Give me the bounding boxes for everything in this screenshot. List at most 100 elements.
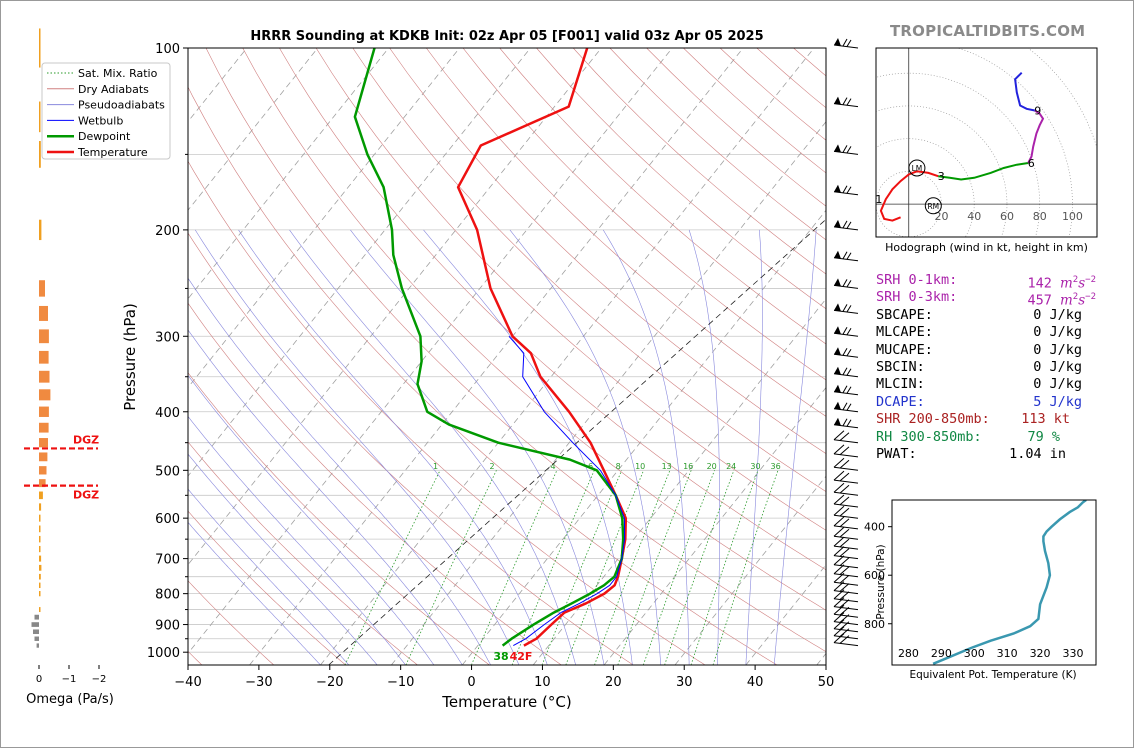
wind-barb	[833, 278, 859, 289]
wind-barb	[833, 219, 859, 231]
moist-adiabat	[350, 229, 605, 665]
parameter-label: PWAT:	[876, 445, 917, 462]
mixing-ratio-label: 30	[750, 462, 760, 471]
wind-barb	[833, 581, 859, 595]
parameter-label: SBCIN:	[876, 358, 925, 375]
omega-bar	[39, 535, 41, 543]
temperature-profile	[456, 48, 628, 647]
hodo-axis-label: 60	[1000, 210, 1014, 223]
isotherm	[320, 48, 815, 665]
hodo-height-label: 1	[875, 193, 882, 206]
mixing-ratio-line	[712, 470, 779, 665]
omega-x-tick-label: −2	[92, 674, 107, 685]
wind-barb	[833, 326, 859, 337]
x-tick-label: 10	[534, 675, 551, 690]
theta-x-tick-label: 330	[1062, 647, 1083, 660]
omega-bar	[39, 514, 41, 522]
hodo-height-label: 3	[938, 170, 945, 183]
wind-barb	[833, 482, 859, 496]
wind-barb	[833, 384, 859, 396]
theta-y-tick-label: 400	[864, 521, 885, 534]
x-tick-label: 20	[605, 675, 622, 690]
x-tick-label: 30	[676, 675, 693, 690]
wind-barb	[833, 303, 859, 314]
hodo-trace	[879, 170, 939, 222]
dry-adiabat	[462, 48, 826, 381]
dry-adiabat	[426, 48, 826, 417]
wind-barb	[833, 626, 859, 640]
moist-adiabat	[688, 229, 720, 665]
omega-bar	[39, 422, 49, 433]
wind-barb	[833, 526, 859, 540]
wind-barb	[833, 516, 859, 530]
parameter-value: 1.04 in	[1009, 445, 1066, 462]
parameter-value: 113 kt	[1021, 411, 1070, 428]
parameter-value: 79 %	[1027, 428, 1060, 445]
storm-motion-marker	[924, 197, 942, 215]
wind-barb	[833, 494, 859, 508]
theta-x-tick-label: 320	[1030, 647, 1051, 660]
omega-bar	[39, 370, 50, 383]
omega-bar	[39, 525, 41, 533]
y-tick-label: 500	[155, 464, 180, 479]
y-axis-label: Pressure (hPa)	[121, 303, 139, 411]
theta-x-tick-label: 300	[964, 647, 985, 660]
theta-x-tick-label: 310	[997, 647, 1018, 660]
omega-x-tick-label: −1	[62, 674, 77, 685]
y-tick-label: 100	[155, 42, 180, 57]
moist-adiabat	[188, 329, 463, 665]
theta-x-tick-label: 290	[931, 647, 952, 660]
y-tick-label: 400	[155, 406, 180, 421]
parameter-row: PWAT: 1.04 in	[876, 446, 1106, 463]
theta-x-tick-label: 280	[898, 647, 919, 660]
x-axis-label: Temperature (°C)	[441, 693, 571, 711]
mixing-ratio-line	[642, 470, 715, 665]
y-tick-label: 600	[155, 512, 180, 527]
moist-adiabat	[188, 415, 406, 665]
wind-barb	[833, 536, 859, 550]
wind-barb	[833, 401, 859, 413]
storm-motion-marker	[908, 159, 926, 177]
isotherm	[0, 48, 34, 665]
theta-y-label: Pressure (hPa)	[875, 544, 887, 619]
parameter-value: 0 J/kg	[1033, 306, 1082, 323]
x-tick-label: 50	[818, 675, 835, 690]
theta-e-plot: 280 290 300 310 320 330 400 600 800 Equivalent Po…	[864, 499, 1097, 681]
legend-label: Sat. Mix. Ratio	[78, 67, 158, 80]
moist-adiabat	[188, 277, 491, 665]
hodo-axis-label: 80	[1033, 210, 1047, 223]
dry-adiabat	[536, 48, 826, 310]
hodo-axes	[875, 47, 1098, 238]
y-tick-label: 200	[155, 224, 180, 239]
parameter-value: 5 J/kg	[1033, 393, 1082, 410]
wind-barb	[833, 619, 859, 633]
mixing-ratio-line	[617, 470, 692, 665]
dry-adiabat	[188, 160, 706, 665]
hodo-trace	[1027, 109, 1045, 164]
omega-bar	[39, 305, 48, 321]
theta-y-tick-label: 600	[864, 569, 885, 582]
x-tick-label: −20	[316, 675, 343, 690]
wind-barb	[833, 604, 859, 618]
parameter-value: 0 J/kg	[1033, 376, 1082, 393]
omega-bar	[39, 555, 42, 562]
omega-bar	[39, 101, 41, 133]
x-tick-label: −10	[387, 675, 414, 690]
omega-bar	[39, 607, 41, 613]
reference-line	[328, 218, 826, 665]
legend-label: Dewpoint	[78, 130, 131, 143]
mixing-ratio-line	[690, 470, 759, 665]
isotherm	[188, 48, 531, 477]
wind-barb	[833, 633, 859, 647]
dry-adiabat	[279, 48, 826, 571]
moist-adiabat	[423, 229, 633, 665]
isotherm	[188, 48, 602, 566]
wind-barb	[833, 250, 859, 262]
omega-bar	[39, 141, 41, 168]
wind-barb	[833, 470, 859, 484]
y-tick-label: 1000	[147, 646, 180, 661]
moist-adiabat	[773, 229, 817, 665]
parameter-value: 0 J/kg	[1033, 341, 1082, 358]
wind-barb	[833, 444, 859, 458]
dry-adiabat	[188, 372, 490, 665]
